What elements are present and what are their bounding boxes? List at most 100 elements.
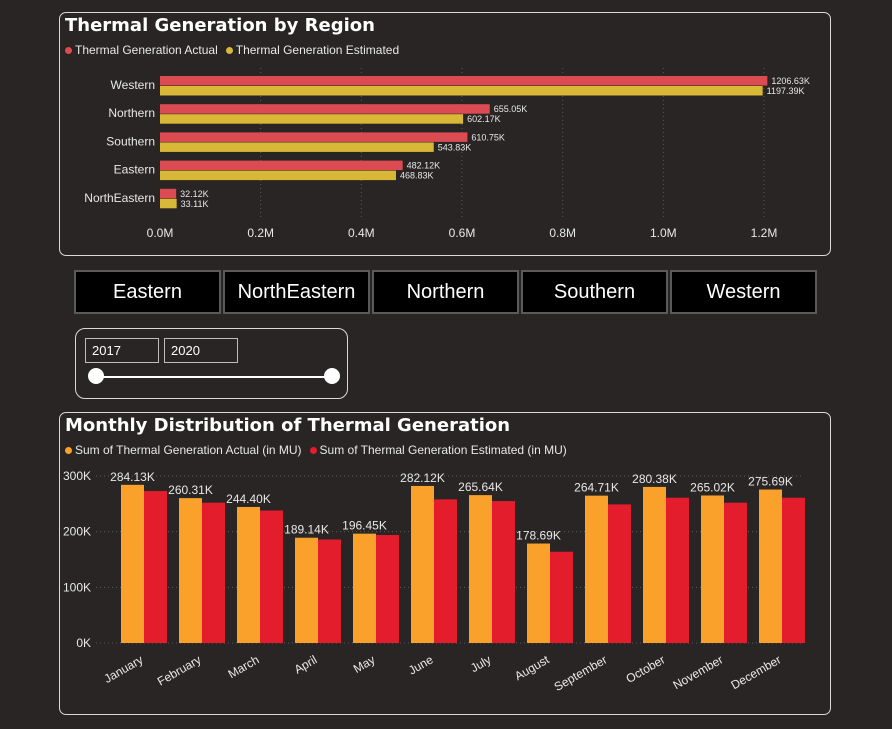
bar bbox=[585, 495, 608, 643]
data-label: 282.12K bbox=[400, 471, 445, 485]
region-button-northeastern[interactable]: NorthEastern bbox=[223, 270, 370, 314]
bar bbox=[260, 510, 283, 643]
region-bar-chart: 0.0M 0.2M 0.4M 0.6M 0.8M 1.0M 1.2M Western 1206.… bbox=[84, 68, 810, 240]
x-tick-label: November bbox=[671, 652, 726, 692]
legend-label: Thermal Generation Estimated bbox=[235, 43, 400, 57]
data-label: 482.12K bbox=[407, 161, 441, 171]
region-button-western[interactable]: Western bbox=[670, 270, 817, 314]
category-label: Northern bbox=[108, 106, 155, 120]
x-tick-label: January bbox=[102, 652, 146, 685]
range-slider-track[interactable] bbox=[94, 376, 332, 378]
bar bbox=[608, 504, 631, 643]
data-label: 468.83K bbox=[400, 171, 434, 181]
bar bbox=[202, 502, 225, 643]
y-tick-label: 200K bbox=[63, 525, 91, 539]
data-label: 275.69K bbox=[748, 475, 793, 489]
y-tick-label: 0K bbox=[76, 636, 91, 650]
x-tick-label: October bbox=[624, 652, 668, 685]
bar bbox=[550, 551, 573, 643]
range-slider-end-handle[interactable] bbox=[324, 368, 340, 384]
bar bbox=[121, 484, 144, 643]
bar bbox=[469, 495, 492, 643]
bar bbox=[527, 543, 550, 643]
legend-item-estimated[interactable]: Thermal Generation Estimated bbox=[225, 43, 400, 57]
data-label: 280.38K bbox=[632, 472, 677, 486]
data-label: 260.31K bbox=[168, 483, 213, 497]
legend-label: Sum of Thermal Generation Actual (in MU) bbox=[75, 443, 302, 457]
bar bbox=[237, 506, 260, 643]
bar bbox=[782, 497, 805, 643]
category-label: Southern bbox=[106, 134, 155, 148]
legend-item-estimated[interactable]: Sum of Thermal Generation Estimated (in … bbox=[309, 443, 567, 457]
monthly-chart-legend: Sum of Thermal Generation Actual (in MU)… bbox=[65, 443, 567, 457]
bar bbox=[160, 198, 177, 209]
x-tick-label: 0.4M bbox=[348, 226, 375, 240]
legend-dot-icon bbox=[309, 446, 317, 454]
data-label: 610.75K bbox=[471, 132, 505, 142]
bar bbox=[295, 537, 318, 643]
bar bbox=[160, 86, 763, 96]
legend-label: Sum of Thermal Generation Estimated (in … bbox=[319, 443, 567, 457]
end-year-input[interactable]: 2020 bbox=[164, 338, 238, 363]
data-label: 1206.63K bbox=[771, 76, 810, 86]
data-label: 284.13K bbox=[110, 470, 155, 484]
data-label: 655.05K bbox=[494, 104, 528, 114]
data-label: 265.02K bbox=[690, 480, 735, 494]
data-label: 189.14K bbox=[284, 523, 329, 537]
bar bbox=[701, 495, 724, 643]
bar bbox=[160, 114, 464, 124]
x-tick-label: June bbox=[406, 652, 436, 677]
x-tick-label: September bbox=[552, 652, 610, 693]
legend-label: Thermal Generation Actual bbox=[75, 43, 218, 57]
bar bbox=[434, 499, 457, 643]
bar bbox=[179, 498, 202, 643]
start-year-input[interactable]: 2017 bbox=[85, 338, 159, 363]
region-button-northern[interactable]: Northern bbox=[372, 270, 519, 314]
x-tick-label: February bbox=[155, 652, 204, 688]
data-label: 178.69K bbox=[516, 529, 561, 543]
bar bbox=[492, 501, 515, 643]
y-tick-label: 100K bbox=[63, 580, 91, 594]
data-label: 602.17K bbox=[467, 114, 501, 124]
bar bbox=[160, 132, 468, 142]
data-label: 33.11K bbox=[181, 199, 209, 209]
x-tick-label: July bbox=[468, 652, 493, 675]
region-button-eastern[interactable]: Eastern bbox=[74, 270, 221, 314]
bar bbox=[724, 502, 747, 643]
x-tick-label: 0.8M bbox=[549, 226, 576, 240]
bar bbox=[144, 491, 167, 643]
x-tick-label: May bbox=[351, 652, 378, 675]
monthly-bar-chart: 0K 100K 200K 300K 284.13K January 260.31K Febru… bbox=[63, 469, 805, 694]
data-label: 264.71K bbox=[574, 481, 619, 495]
data-label: 265.64K bbox=[458, 480, 503, 494]
x-tick-label: April bbox=[292, 652, 320, 676]
bar bbox=[318, 539, 341, 643]
year-range-slicer: 2017 2020 bbox=[75, 328, 348, 399]
monthly-chart-title: Monthly Distribution of Thermal Generati… bbox=[65, 415, 511, 436]
legend-dot-icon bbox=[65, 46, 72, 54]
x-tick-label: 0.2M bbox=[247, 226, 274, 240]
data-label: 196.45K bbox=[342, 519, 387, 533]
bar bbox=[160, 76, 768, 86]
legend-item-actual[interactable]: Thermal Generation Actual bbox=[65, 43, 218, 57]
range-slider-start-handle[interactable] bbox=[88, 368, 104, 384]
region-chart-panel: Thermal Generation by Region Thermal Gen… bbox=[59, 12, 831, 256]
region-chart-title: Thermal Generation by Region bbox=[65, 15, 375, 36]
bar bbox=[666, 497, 689, 643]
x-tick-label: 1.2M bbox=[751, 226, 778, 240]
bar bbox=[160, 170, 396, 181]
category-label: Eastern bbox=[114, 163, 155, 177]
legend-item-actual[interactable]: Sum of Thermal Generation Actual (in MU) bbox=[65, 443, 302, 457]
x-tick-label: 0.6M bbox=[449, 226, 476, 240]
bar bbox=[376, 535, 399, 643]
x-tick-label: 1.0M bbox=[650, 226, 677, 240]
data-label: 32.12K bbox=[180, 189, 209, 199]
region-button-southern[interactable]: Southern bbox=[521, 270, 668, 314]
data-label: 543.83K bbox=[438, 142, 472, 152]
category-label: NorthEastern bbox=[84, 191, 155, 205]
bar bbox=[411, 485, 434, 643]
bar bbox=[160, 142, 434, 152]
bar bbox=[353, 533, 376, 643]
x-tick-label: 0.0M bbox=[147, 226, 174, 240]
region-chart-legend: Thermal Generation Actual Thermal Genera… bbox=[65, 43, 399, 57]
